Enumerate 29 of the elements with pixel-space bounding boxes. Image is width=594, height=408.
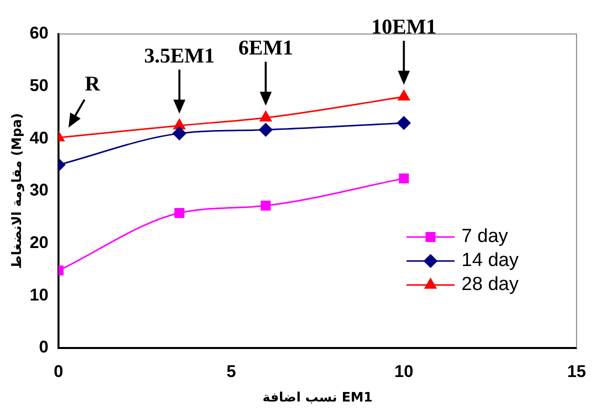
y-tick-label: 0 (39, 338, 49, 357)
legend-label: 14 day (462, 250, 520, 272)
y-tick-label: 40 (30, 128, 49, 148)
annotation: R (84, 72, 101, 96)
annotation: 10EM1 (371, 14, 437, 39)
point (398, 90, 410, 101)
point (397, 116, 411, 130)
point (260, 200, 271, 211)
point (398, 173, 409, 184)
legend-label: 7 day (462, 226, 509, 248)
legend-label: 28 day (462, 274, 520, 296)
y-axis-title: مقاومة الانضغاط (Mpa) (10, 113, 26, 269)
point (172, 126, 186, 140)
annotation: 6EM1 (238, 36, 294, 60)
point (173, 118, 186, 130)
y-tick-label: 10 (30, 285, 49, 304)
y-tick-label: 50 (30, 76, 49, 96)
annotation: 3.5EM1 (144, 44, 215, 68)
x-tick-label: 10 (394, 362, 414, 381)
y-tick-label: 30 (30, 180, 49, 200)
x-axis-title: نسب اضافة EM1 (262, 390, 373, 406)
y-tick-label: 60 (30, 24, 49, 43)
point (174, 208, 184, 218)
point (260, 110, 272, 122)
point (258, 123, 272, 137)
x-tick-label: 5 (226, 362, 236, 381)
x-tick-label: 0 (54, 362, 64, 381)
x-tick-label: 15 (567, 362, 586, 381)
y-tick-label: 20 (30, 233, 49, 252)
